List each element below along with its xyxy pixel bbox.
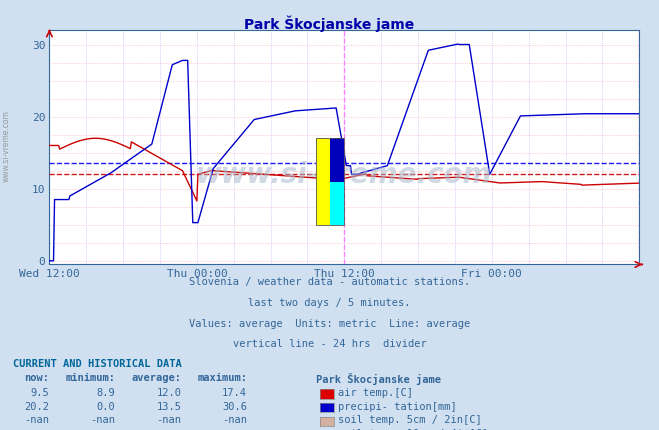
Text: 20.2: 20.2 [24,402,49,412]
Text: -nan: -nan [222,429,247,430]
Text: -nan: -nan [222,415,247,425]
Text: precipi- tation[mm]: precipi- tation[mm] [338,402,457,412]
Text: -nan: -nan [90,415,115,425]
Text: Values: average  Units: metric  Line: average: Values: average Units: metric Line: aver… [189,319,470,329]
Text: air temp.[C]: air temp.[C] [338,388,413,398]
Text: www.si-vreme.com: www.si-vreme.com [196,161,492,189]
Text: maximum:: maximum: [197,373,247,383]
Text: vertical line - 24 hrs  divider: vertical line - 24 hrs divider [233,339,426,349]
Text: 17.4: 17.4 [222,388,247,398]
Text: Park Škocjanske jame: Park Škocjanske jame [316,373,442,385]
Text: Slovenia / weather data - automatic stations.: Slovenia / weather data - automatic stat… [189,277,470,287]
Bar [330,181,345,225]
Text: -nan: -nan [156,415,181,425]
Text: last two days / 5 minutes.: last two days / 5 minutes. [248,298,411,308]
Bar [330,138,345,181]
Text: -nan: -nan [24,429,49,430]
Text: average:: average: [131,373,181,383]
Text: 30.6: 30.6 [222,402,247,412]
Text: minimum:: minimum: [65,373,115,383]
Text: soil temp. 10cm / 4in[C]: soil temp. 10cm / 4in[C] [338,429,488,430]
Bar [316,138,345,225]
Text: 13.5: 13.5 [156,402,181,412]
Text: www.si-vreme.com: www.si-vreme.com [2,110,11,182]
Text: soil temp. 5cm / 2in[C]: soil temp. 5cm / 2in[C] [338,415,482,425]
Text: CURRENT AND HISTORICAL DATA: CURRENT AND HISTORICAL DATA [13,359,182,369]
Text: 8.9: 8.9 [97,388,115,398]
Text: -nan: -nan [24,415,49,425]
Text: 9.5: 9.5 [31,388,49,398]
Text: 0.0: 0.0 [97,402,115,412]
Bar [316,138,330,225]
Text: now:: now: [24,373,49,383]
Text: Park Škocjanske jame: Park Škocjanske jame [244,15,415,31]
Text: 12.0: 12.0 [156,388,181,398]
Text: -nan: -nan [90,429,115,430]
Text: -nan: -nan [156,429,181,430]
